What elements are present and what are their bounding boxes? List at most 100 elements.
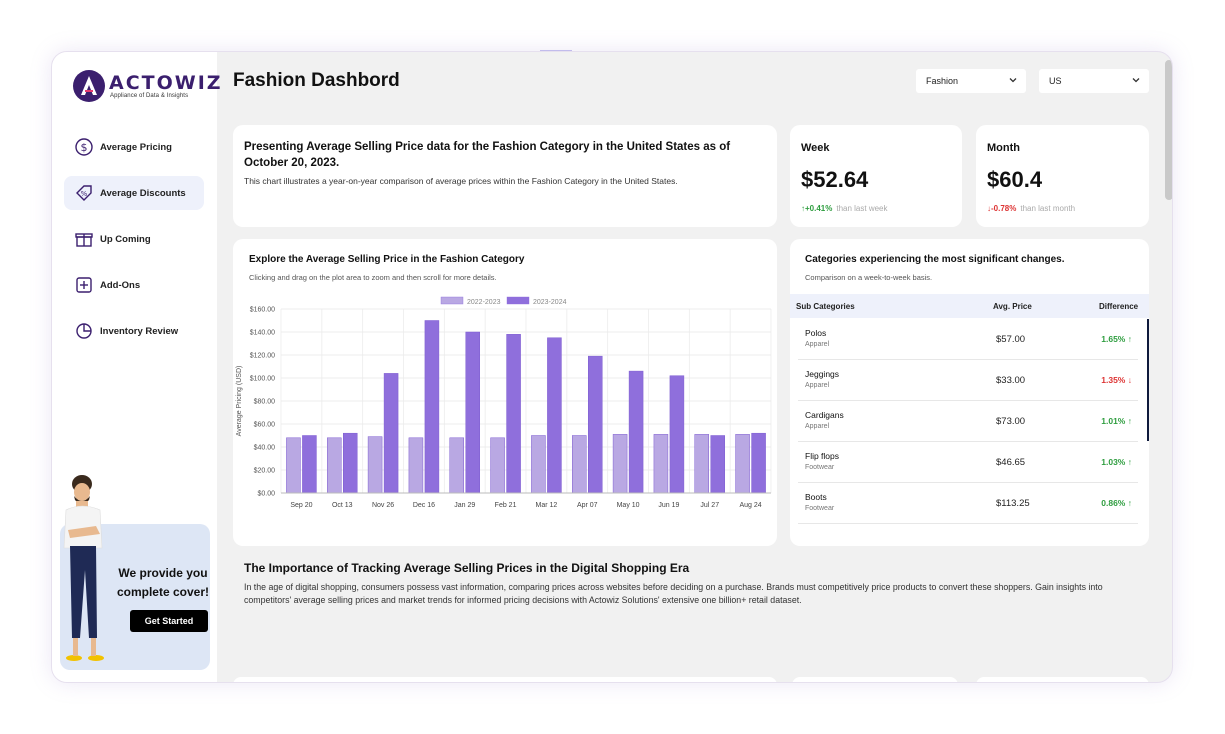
arrow-up-icon: ↑ [1127, 416, 1132, 426]
category-select-value: Fashion [926, 76, 959, 86]
avg-price: $46.65 [996, 457, 1026, 468]
bar-2023-2024-Jun-19 [669, 375, 685, 494]
subcategory-group: Apparel [805, 382, 830, 389]
subcategory-name: Flip flops [805, 451, 840, 461]
difference-value: 1.35% ↓ [1101, 375, 1132, 385]
avg-price: $113.25 [996, 498, 1030, 509]
pie-chart-icon [74, 321, 94, 341]
bar-2023-2024-Jul-27 [710, 435, 725, 494]
month-stat-card: Month $60.4 ↓-0.78% than last month [976, 125, 1149, 227]
bar-2022-2023-Dec-16 [408, 437, 424, 494]
x-tick-label: May 10 [617, 502, 640, 509]
promo-text: We provide you complete cover! [116, 566, 210, 599]
sidebar-item-label: Average Pricing [100, 141, 172, 153]
week-change-value: +0.41% [805, 204, 833, 213]
chart-card: Explore the Average Selling Price in the… [233, 239, 777, 546]
table-row[interactable]: Flip flops Footwear $46.65 1.03% ↑ [798, 442, 1138, 483]
sidebar-item-label: Inventory Review [100, 325, 179, 337]
bar-2022-2023-Mar-12 [531, 435, 546, 494]
difference-percent: 1.01% [1101, 416, 1126, 426]
bar-2023-2024-Sep-20 [302, 435, 317, 494]
sidebar-item-inventory-review[interactable]: Inventory Review [64, 314, 204, 348]
subcategory-group: Footwear [805, 464, 835, 471]
y-tick-label: $20.00 [254, 468, 276, 475]
legend-swatch [440, 296, 464, 305]
table-scrollbar[interactable] [1147, 319, 1149, 441]
bar-2023-2024-Oct-13 [343, 432, 358, 494]
legend-swatch [506, 296, 530, 305]
x-tick-label: Jan 29 [454, 502, 475, 509]
bar-2022-2023-Sep-20 [286, 437, 301, 494]
x-tick-label: Dec 16 [413, 502, 435, 509]
sidebar-item-average-discounts[interactable]: % Average Discounts [64, 176, 204, 210]
arrow-down-icon: ↓ [1127, 375, 1132, 385]
person-illustration [63, 475, 104, 661]
difference-value: 1.65% ↑ [1101, 334, 1132, 344]
importance-title: The Importance of Tracking Average Selli… [244, 561, 690, 575]
importance-text: In the age of digital shopping, consumer… [244, 582, 1103, 605]
arrow-down-icon: ↓ [987, 204, 991, 213]
week-stat-card: Week $52.64 ↑+0.41% than last week [790, 125, 962, 227]
dollar-circle-icon: $ [74, 137, 94, 157]
sidebar-item-up-coming[interactable]: Up Coming [64, 222, 204, 256]
month-change-note: than last month [1020, 204, 1076, 213]
actowiz-logo-icon [73, 70, 105, 102]
table-row[interactable]: Polos Apparel $57.00 1.65% ↑ [798, 319, 1138, 360]
bar-2023-2024-Aug-24 [751, 432, 766, 494]
subcategory-group: Footwear [805, 505, 835, 512]
add-square-icon [74, 275, 94, 295]
sidebar-item-average-pricing[interactable]: $ Average Pricing [64, 130, 204, 164]
table-row[interactable]: Jeggings Apparel $33.00 1.35% ↓ [798, 360, 1138, 401]
subcategory-name: Cardigans [805, 410, 844, 420]
brand-tagline: Appliance of Data & Insights [110, 93, 189, 99]
bar-2023-2024-Mar-12 [547, 337, 562, 494]
month-change-value: -0.78% [991, 204, 1017, 213]
x-tick-label: Oct 13 [332, 502, 353, 509]
legend-label: 2022-2023 [467, 299, 501, 306]
sidebar-item-label: Average Discounts [100, 187, 186, 199]
get-started-button[interactable]: Get Started [130, 610, 208, 632]
table-row[interactable]: Cardigans Apparel $73.00 1.01% ↑ [798, 401, 1138, 442]
sidebar-item-add-ons[interactable]: Add-Ons [64, 268, 204, 302]
bar-2022-2023-Jan-29 [449, 437, 464, 494]
categories-subtitle: Comparison on a week-to-week basis. [805, 273, 933, 282]
table-row[interactable]: Boots Footwear $113.25 0.86% ↑ [798, 483, 1138, 524]
intro-title: Presenting Average Selling Price data fo… [244, 141, 731, 169]
category-select[interactable]: Fashion [916, 69, 1026, 93]
avg-price: $73.00 [996, 416, 1026, 427]
table-header: Sub Categories Avg. Price Difference [790, 294, 1149, 318]
header-avg-price: Avg. Price [993, 302, 1032, 311]
page-title: Fashion Dashbord [233, 70, 400, 91]
subcategory-group: Apparel [805, 423, 830, 430]
page-scrollbar[interactable] [1165, 60, 1172, 200]
bar-2022-2023-May-10 [612, 434, 628, 494]
difference-value: 1.01% ↑ [1101, 416, 1132, 426]
intro-subtitle: This chart illustrates a year-on-year co… [244, 176, 678, 186]
x-tick-label: Aug 24 [739, 502, 761, 509]
month-change: ↓-0.78% than last month [987, 204, 1075, 213]
x-tick-label: Mar 12 [536, 502, 558, 509]
week-label: Week [801, 142, 830, 154]
arrow-up-icon: ↑ [801, 204, 805, 213]
country-select[interactable]: US [1039, 69, 1149, 93]
sidebar-item-label: Add-Ons [100, 279, 141, 291]
y-tick-label: $60.00 [254, 422, 276, 429]
next-card-partial [792, 677, 958, 682]
bar-2022-2023-Apr-07 [572, 435, 587, 494]
difference-percent: 0.86% [1101, 498, 1126, 508]
y-tick-label: $40.00 [254, 445, 276, 452]
difference-value: 1.03% ↑ [1101, 457, 1132, 467]
y-axis-label: Average Pricing (USD) [236, 366, 243, 437]
subcategory-name: Boots [805, 492, 827, 502]
bar-chart[interactable]: 2022-2023 2023-2024 $0.00 $20.00 $40.00 $60.0… [233, 293, 777, 523]
brand-logo[interactable]: ACTOWIZ Appliance of Data & Insights [72, 69, 223, 103]
sidebar-nav: $ Average Pricing % Average Discounts Up… [64, 130, 204, 360]
dashboard-window: ACTOWIZ Appliance of Data & Insights $ A… [51, 51, 1173, 683]
next-card-partial [233, 677, 777, 682]
bar-2023-2024-Feb-21 [506, 334, 521, 494]
bar-2022-2023-Oct-13 [327, 437, 342, 494]
difference-percent: 1.65% [1101, 334, 1126, 344]
chevron-down-icon [1132, 78, 1140, 83]
bar-2022-2023-Jul-27 [694, 434, 709, 494]
next-card-partial [976, 677, 1149, 682]
